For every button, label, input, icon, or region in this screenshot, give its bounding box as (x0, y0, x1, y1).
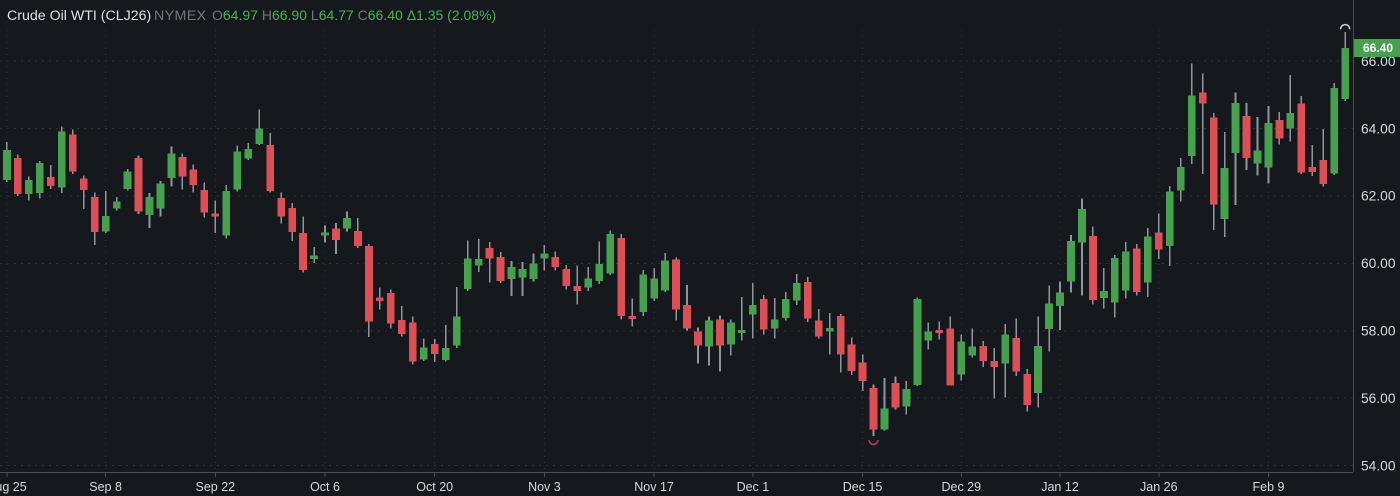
svg-text:60.00: 60.00 (1361, 256, 1396, 271)
svg-text:62.00: 62.00 (1361, 189, 1396, 204)
svg-text:54.00: 54.00 (1361, 458, 1396, 473)
svg-text:Jan 26: Jan 26 (1140, 480, 1178, 494)
svg-text:Dec 1: Dec 1 (737, 480, 770, 494)
svg-text:Feb 9: Feb 9 (1253, 480, 1285, 494)
svg-text:Dec 15: Dec 15 (843, 480, 883, 494)
svg-text:Crude Oil WTI (CLJ26): Crude Oil WTI (CLJ26) (7, 8, 151, 24)
svg-text:Nov 3: Nov 3 (528, 480, 561, 494)
svg-text:Sep 8: Sep 8 (89, 480, 122, 494)
svg-text:66.00: 66.00 (1361, 54, 1396, 69)
svg-text:Nov 17: Nov 17 (634, 480, 674, 494)
svg-text:Jan 12: Jan 12 (1041, 480, 1079, 494)
svg-text:Sep 22: Sep 22 (195, 480, 235, 494)
svg-text:Oct 6: Oct 6 (310, 480, 340, 494)
svg-text:Oct 20: Oct 20 (416, 480, 453, 494)
svg-text:Dec 29: Dec 29 (941, 480, 981, 494)
svg-text:58.00: 58.00 (1361, 324, 1396, 339)
svg-text:66.40: 66.40 (1363, 41, 1393, 55)
svg-text:O64.97 H66.90 L64.77 C66.40 Δ1: O64.97 H66.90 L64.77 C66.40 Δ1.35 (2.08%… (212, 7, 496, 23)
svg-text:56.00: 56.00 (1361, 391, 1396, 406)
svg-text:NYMEX: NYMEX (154, 8, 207, 24)
svg-text:64.00: 64.00 (1361, 121, 1396, 136)
svg-text:Aug 25: Aug 25 (0, 480, 27, 494)
